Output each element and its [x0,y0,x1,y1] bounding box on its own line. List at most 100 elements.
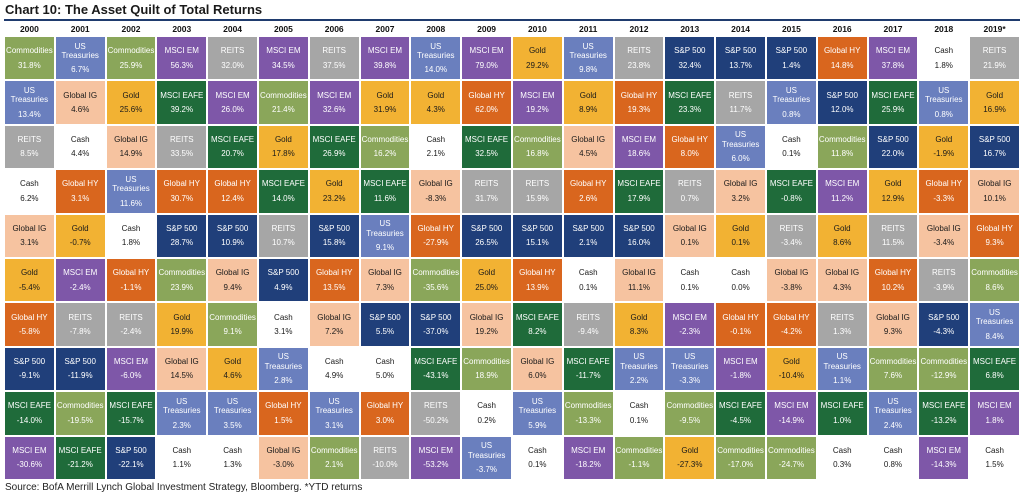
asset-name: MSCI EM [367,46,403,56]
return-value: 8.5% [20,149,39,159]
asset-name: MSCI EM [317,90,352,100]
asset-name: Commodities [107,46,155,56]
cell-2006-rank-6: Global HY 13.5% [308,258,360,303]
asset-name: Commodities [412,268,460,278]
cell-2008-rank-8: MSCI EAFE -43.1% [410,346,462,392]
return-value: -9.5% [679,415,701,425]
return-value: 1.3% [223,460,242,470]
asset-name: S&P 500 [572,223,604,233]
cell-2005-rank-10: Global IG -3.0% [258,435,309,480]
cell-2014-rank-6: Cash 0.0% [715,258,766,303]
cell-2003-rank-1: MSCI EM 56.3% [156,36,208,81]
return-value: 32.4% [678,60,702,70]
return-value: -30.6% [16,460,43,470]
cell-2019-rank-10: Cash 1.5% [969,435,1020,480]
asset-name: Global HY [976,223,1013,233]
cell-2019-rank-7: US Treasuries 8.4% [969,302,1020,347]
return-value: 34.5% [272,60,295,70]
return-value: 2.2% [629,376,649,386]
asset-name: US Treasuries [569,41,607,60]
asset-name: MSCI EM [672,312,707,322]
asset-name: Commodities [920,357,968,367]
asset-name: US Treasuries [366,219,404,238]
return-value: 8.0% [680,149,699,159]
asset-name: MSCI EM [113,357,149,367]
return-value: -24.7% [778,460,805,470]
cell-2005-rank-2: Commodities 21.4% [258,80,309,125]
asset-name: US Treasuries [163,396,201,416]
return-value: 23.2% [322,193,346,203]
return-value: 7.6% [883,371,903,381]
return-value: 6.2% [20,193,39,203]
asset-name: Commodities [56,401,104,411]
return-value: 17.8% [272,149,295,159]
return-value: 11.7% [729,105,752,115]
return-value: 33.5% [170,149,194,159]
cell-2012-rank-1: REITS 23.8% [613,36,665,81]
asset-name: Commodities [615,445,663,455]
cell-2010-rank-6: Global HY 13.9% [512,258,563,303]
cell-2013-rank-10: Gold -27.3% [664,435,716,480]
cell-2005-rank-1: MSCI EM 34.5% [258,36,309,81]
cell-2017-rank-3: S&P 500 22.0% [867,124,919,170]
cell-2016-rank-3: Commodities 11.8% [816,124,868,170]
return-value: 4.3% [426,105,445,115]
return-value: 9.3% [883,327,903,337]
cell-2011-rank-4: Global HY 2.6% [562,169,614,214]
return-value: 5.9% [528,420,547,430]
return-value: 23.9% [170,282,194,292]
cell-2008-rank-10: MSCI EM -53.2% [410,435,462,480]
return-value: 13.4% [18,109,41,119]
asset-name: REITS [424,401,448,411]
return-value: -12.9% [931,371,957,381]
cell-2016-rank-6: Global IG 4.3% [816,258,868,303]
cell-2014-rank-10: Commodities -17.0% [715,435,766,480]
cell-2018-rank-5: Global IG -3.4% [918,213,970,258]
asset-name: S&P 500 [267,268,300,278]
cell-2008-rank-7: S&P 500 -37.0% [410,302,462,347]
asset-name: US Treasuries [823,352,861,371]
asset-name: US Treasuries [671,352,709,371]
return-value: 4.6% [223,371,242,381]
return-value: 3.1% [71,193,90,203]
year-header-2007: 2007 [375,24,395,34]
asset-name: Gold [20,268,38,278]
asset-name: Commodities [260,90,307,100]
cell-2011-rank-7: REITS -9.4% [562,302,614,347]
asset-name: S&P 500 [674,46,706,56]
cell-2007-rank-4: MSCI EAFE 11.6% [359,169,411,214]
return-value: 1.5% [985,460,1004,470]
asset-name: MSCI EM [571,445,606,455]
return-value: -15.7% [118,415,144,425]
asset-name: Gold [427,90,445,100]
year-header-2001: 2001 [70,24,90,34]
asset-name: Global IG [672,223,707,233]
cell-2017-rank-6: Global HY 10.2% [867,258,919,303]
cell-2012-rank-6: Global IG 11.1% [613,258,665,303]
return-value: 19.2% [475,327,498,337]
return-value: -0.1% [730,327,752,337]
return-value: 31.8% [18,60,41,70]
cell-2005-rank-4: MSCI EAFE 14.0% [258,169,309,214]
asset-name: Global IG [774,268,809,278]
asset-name: REITS [627,46,651,56]
asset-name: MSCI EM [774,401,809,411]
asset-name: Commodities [971,268,1018,278]
cell-2016-rank-10: Cash 0.3% [816,435,868,480]
return-value: 0.0% [731,282,750,292]
asset-name: Gold [935,135,953,145]
cell-2014-rank-8: MSCI EM -1.8% [715,346,766,392]
cell-2017-rank-4: Gold 12.9% [867,169,919,214]
return-value: -1.1% [120,282,142,292]
asset-name: MSCI EAFE [465,135,509,145]
return-value: -5.4% [18,282,40,292]
return-value: -53.2% [423,460,449,470]
year-header-2011: 2011 [578,24,598,34]
return-value: 4.5% [579,149,598,159]
asset-name: MSCI EAFE [363,179,407,189]
return-value: -0.7% [69,238,91,248]
asset-name: Global IG [164,357,199,367]
cell-2003-rank-9: US Treasuries 2.3% [156,391,208,436]
cell-2010-rank-10: Cash 0.1% [512,435,563,480]
return-value: 4.9% [274,282,293,292]
